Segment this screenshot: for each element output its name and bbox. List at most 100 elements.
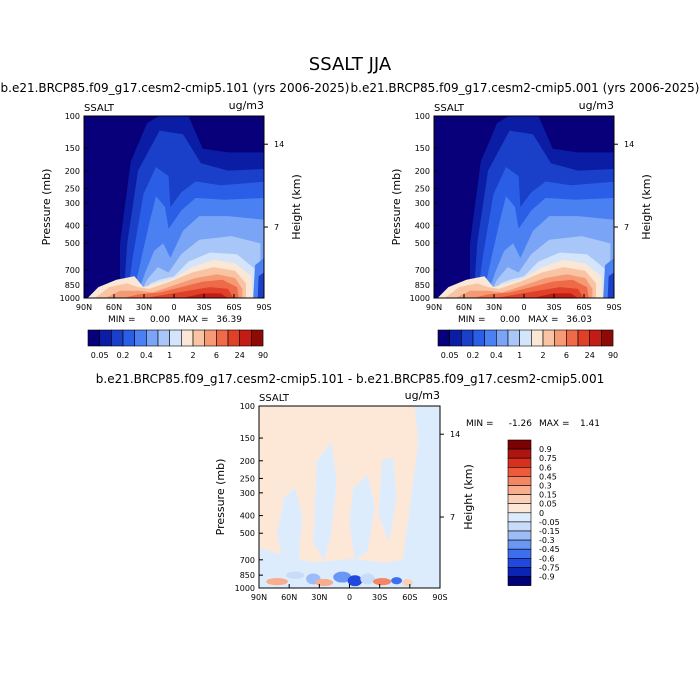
panel-2-colorbar: 0.05 0.2 0.4 1 2 6 24 90 — [437, 329, 618, 360]
difference-spot — [286, 571, 305, 579]
y-tick-label: 500 — [65, 239, 80, 248]
colorbar-swatch — [227, 329, 241, 347]
colorbar-swatch — [507, 329, 520, 347]
colorbar-swatch — [122, 329, 135, 347]
x-tick-label: 30S — [372, 593, 387, 602]
colorbar-label: -0.75 — [539, 563, 560, 572]
y-tick-label: 700 — [240, 556, 255, 565]
difference-spot — [373, 577, 392, 586]
panel-1-colorbar: 0.05 0.2 0.4 1 2 6 24 90 — [87, 329, 268, 360]
panel-3-y2label: Height (km) — [462, 464, 475, 530]
y-tick-label: 500 — [240, 529, 255, 538]
contour-band — [183, 293, 228, 298]
colorbar-label: 2 — [190, 351, 195, 360]
difference-band — [349, 475, 375, 561]
y-tick-label: 850 — [240, 571, 255, 580]
x-tick-label: 90S — [256, 303, 271, 312]
x-tick-label: 60S — [576, 303, 591, 312]
panel-1-max-label: MAX = — [178, 315, 209, 325]
colorbar-swatch — [496, 329, 509, 347]
difference-band — [400, 406, 440, 588]
colorbar-swatch — [507, 548, 532, 559]
panel-2-variable-label: SSALT — [434, 103, 465, 114]
colorbar-label: 24 — [585, 351, 595, 360]
x-tick-label: 90S — [606, 303, 621, 312]
difference-spot — [266, 577, 288, 586]
panel-1-title: b.e21.BRCP85.f09_g17.cesm2-cmip5.101 (yr… — [1, 81, 350, 95]
y-tick-label: 400 — [65, 222, 80, 231]
colorbar-label: 0.05 — [91, 351, 109, 360]
colorbar-swatch — [484, 329, 497, 347]
panel-2-title: b.e21.BRCP85.f09_g17.cesm2-cmip5.001 (yr… — [351, 81, 700, 95]
colorbar-swatch — [146, 329, 159, 347]
colorbar-swatch — [507, 457, 532, 468]
panel-3-colorbar: 0.90.750.60.450.30.150.050-0.05-0.15-0.3… — [507, 439, 560, 586]
y-tick-label: 300 — [415, 199, 430, 208]
colorbar-swatch — [507, 485, 532, 495]
panel-1-y2label: Height (km) — [290, 174, 303, 240]
colorbar-swatch — [507, 448, 532, 459]
colorbar-swatch — [507, 512, 532, 523]
panel-2-min-value: 0.00 — [500, 315, 520, 325]
colorbar-swatch — [507, 539, 532, 550]
y2-tick-label: 7 — [624, 223, 629, 232]
colorbar-swatch — [111, 329, 124, 347]
colorbar-swatch — [507, 494, 532, 505]
page-title: SSALT JJA — [309, 54, 392, 75]
y-tick-label: 250 — [415, 184, 430, 193]
difference-band — [277, 487, 303, 570]
colorbar-swatch — [507, 466, 532, 477]
colorbar-swatch — [531, 329, 544, 347]
panel-3-max-label: MAX = — [539, 419, 570, 429]
y-tick-label: 700 — [415, 266, 430, 275]
y-tick-label: 250 — [65, 184, 80, 193]
panel-3-units-label: ug/m3 — [405, 389, 440, 402]
colorbar-swatch — [239, 329, 252, 347]
colorbar-swatch — [507, 567, 532, 577]
x-tick-label: 30N — [136, 303, 152, 312]
x-tick-label: 90N — [426, 303, 442, 312]
y-tick-label: 1000 — [235, 584, 255, 593]
colorbar-label: 0.3 — [539, 482, 552, 491]
y-tick-label: 200 — [415, 167, 430, 176]
panel-2-ylabel: Pressure (mb) — [390, 169, 403, 246]
y-tick-label: 400 — [240, 512, 255, 521]
colorbar-swatch — [554, 329, 567, 347]
colorbar-swatch — [507, 476, 532, 486]
y-tick-label: 400 — [415, 222, 430, 231]
panel-1-units-label: ug/m3 — [229, 99, 264, 112]
y-tick-label: 150 — [415, 144, 430, 153]
colorbar-swatch — [87, 329, 100, 347]
colorbar-label: -0.3 — [539, 536, 555, 545]
colorbar-swatch — [577, 329, 591, 347]
difference-spot — [391, 577, 402, 585]
y-tick-label: 200 — [65, 167, 80, 176]
contour-band — [257, 272, 264, 298]
colorbar-label: 2 — [540, 351, 545, 360]
difference-spot — [315, 578, 334, 587]
colorbar-label: 90 — [608, 351, 618, 360]
x-tick-label: 60N — [106, 303, 122, 312]
colorbar-swatch — [507, 503, 532, 514]
difference-band — [313, 442, 337, 561]
panel-3-title: b.e21.BRCP85.f09_g17.cesm2-cmip5.101 - b… — [96, 372, 604, 386]
colorbar-swatch — [507, 521, 532, 532]
x-tick-label: 90S — [432, 593, 447, 602]
difference-spot — [333, 571, 352, 583]
y-tick-label: 500 — [415, 239, 430, 248]
x-tick-label: 60N — [456, 303, 472, 312]
colorbar-swatch — [192, 329, 205, 347]
panel-3-contour-field — [259, 406, 440, 588]
x-tick-label: 30N — [486, 303, 502, 312]
panel-1-variable-label: SSALT — [84, 103, 115, 114]
colorbar-swatch — [589, 329, 602, 347]
x-tick-label: 30S — [546, 303, 561, 312]
colorbar-swatch — [251, 329, 264, 347]
colorbar-swatch — [507, 439, 532, 450]
colorbar-label: -0.05 — [539, 518, 560, 527]
panel-1-contour-field — [84, 116, 264, 298]
colorbar-label: 6 — [214, 351, 219, 360]
y-tick-label: 300 — [65, 199, 80, 208]
difference-spot — [347, 575, 363, 587]
